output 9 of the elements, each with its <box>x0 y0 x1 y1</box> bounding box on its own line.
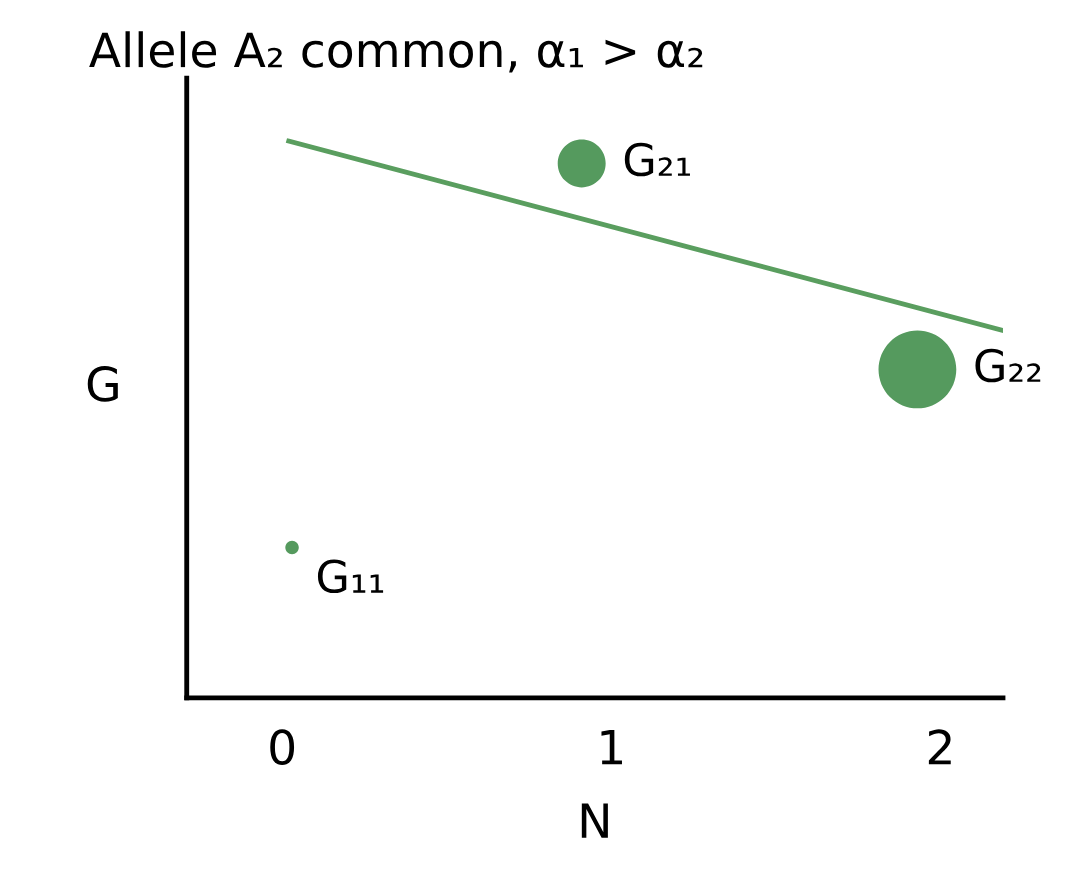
x-tick-label: 1 <box>601 729 622 765</box>
y-axis-title: G <box>87 366 118 402</box>
chart-title: Allele A₂ common, α₁ > α₂ <box>89 31 703 73</box>
annotation: G₂₂ <box>975 348 1041 383</box>
annotation: G₁₁ <box>317 559 384 594</box>
x-tick-label: 2 <box>928 729 951 765</box>
annotation: G₂₁ <box>624 142 690 177</box>
x-axis-title: N <box>581 803 608 838</box>
x-tick-label: 0 <box>270 729 295 766</box>
